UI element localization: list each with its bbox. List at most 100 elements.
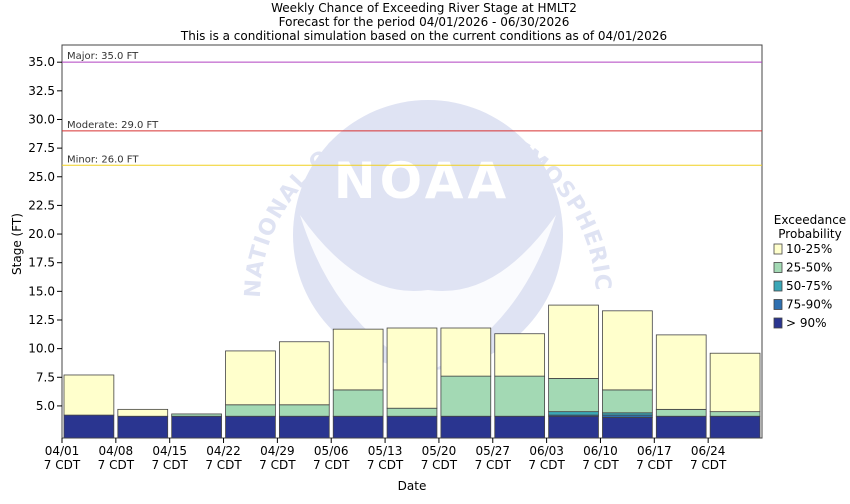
bar-segment-6-4 <box>386 327 438 409</box>
x-tick-sublabel-5: 7 CDT <box>313 458 350 472</box>
y-tick-label-12: 35.0 <box>28 55 55 69</box>
y-tick-label-0: 5.0 <box>36 399 55 413</box>
x-tick-sublabel-6: 7 CDT <box>367 458 404 472</box>
x-tick-label-9: 06/03 <box>529 444 564 458</box>
legend-label-3: 25-50% <box>786 261 832 275</box>
bar-segment-5-0 <box>332 415 384 439</box>
bar-segment-7-0 <box>440 415 492 439</box>
y-tick-label-2: 10.0 <box>28 342 55 356</box>
bar-segment-4-3 <box>278 404 330 417</box>
x-tick-sublabel-1: 7 CDT <box>98 458 135 472</box>
x-tick-sublabel-9: 7 CDT <box>528 458 565 472</box>
bar-segment-11-0 <box>655 415 707 439</box>
y-tick-label-4: 15.0 <box>28 284 55 298</box>
bar-segment-7-3 <box>440 375 492 417</box>
x-tick-sublabel-7: 7 CDT <box>421 458 458 472</box>
x-tick-sublabel-12: 7 CDT <box>690 458 727 472</box>
threshold-label-2: Minor: 26.0 FT <box>67 154 139 165</box>
x-axis-title: Date <box>398 479 427 493</box>
chart-title-line-2: Forecast for the period 04/01/2026 - 06/… <box>279 15 570 29</box>
y-axis: 5.0 7.5 10.0 12.5 15.0 17.5 20.0 22.5 25.0 27.5 30… <box>28 55 62 413</box>
legend-swatch-4 <box>773 243 783 255</box>
y-tick-label-3: 12.5 <box>28 313 55 327</box>
bar-segment-11-4 <box>655 334 707 410</box>
x-tick-sublabel-4: 7 CDT <box>259 458 296 472</box>
bar-segment-11-3 <box>655 408 707 417</box>
y-tick-label-1: 7.5 <box>36 370 55 384</box>
bar-segment-7-4 <box>440 327 492 377</box>
bar-segment-8-0 <box>494 415 546 439</box>
legend-swatch-0 <box>773 317 783 329</box>
x-tick-sublabel-2: 7 CDT <box>151 458 188 472</box>
bar-segment-0-4 <box>63 374 115 416</box>
legend-label-1: 75-90% <box>786 298 832 312</box>
bar-segment-8-4 <box>494 333 546 377</box>
bar-segment-12-3 <box>709 411 761 417</box>
x-tick-label-3: 04/22 <box>206 444 241 458</box>
bar-segment-3-3 <box>225 404 276 417</box>
bar-segment-2-0 <box>171 415 222 439</box>
x-tick-label-2: 04/15 <box>152 444 187 458</box>
y-axis-title: Stage (FT) <box>10 213 24 275</box>
x-tick-label-7: 05/20 <box>422 444 457 458</box>
threshold-lines: Major: 35.0 FT Moderate: 29.0 FT Minor: 26… <box>62 51 762 166</box>
x-tick-label-5: 05/06 <box>314 444 349 458</box>
watermark-logo-text: NOAA <box>334 152 510 210</box>
x-tick-label-1: 04/08 <box>99 444 134 458</box>
x-tick-sublabel-3: 7 CDT <box>205 458 242 472</box>
y-tick-label-10: 30.0 <box>28 112 55 126</box>
bar-segment-3-0 <box>225 415 276 439</box>
x-tick-label-4: 04/29 <box>260 444 295 458</box>
x-tick-sublabel-8: 7 CDT <box>475 458 512 472</box>
legend-title-line-1: Probability <box>778 227 841 241</box>
legend-title-line-0: Exceedance <box>774 213 846 227</box>
legend-swatch-3 <box>773 262 783 273</box>
bar-segment-10-0 <box>602 416 653 439</box>
x-tick-label-12: 06/24 <box>691 444 726 458</box>
x-tick-sublabel-11: 7 CDT <box>636 458 673 472</box>
bar-segment-2-3 <box>171 413 222 417</box>
bar-segment-9-2 <box>548 411 599 416</box>
bar-segment-0-0 <box>63 414 115 439</box>
bar-segment-6-0 <box>386 415 438 439</box>
bar-segment-4-0 <box>278 415 330 439</box>
bar-segment-3-4 <box>225 350 276 406</box>
bar-segment-9-0 <box>548 415 599 439</box>
chart-title-line-3: This is a conditional simulation based o… <box>180 29 667 43</box>
bar-segment-10-3 <box>602 389 653 414</box>
bar-segment-9-3 <box>548 378 599 413</box>
x-tick-label-10: 06/10 <box>583 444 618 458</box>
bar-segment-5-4 <box>332 328 384 391</box>
y-tick-label-11: 32.5 <box>28 84 55 98</box>
bar-segment-12-0 <box>709 415 761 439</box>
threshold-label-0: Major: 35.0 FT <box>67 51 139 62</box>
bar-segment-9-4 <box>548 304 599 379</box>
x-tick-label-0: 04/01 <box>45 444 80 458</box>
legend-swatch-1 <box>773 299 783 310</box>
legend-label-4: 10-25% <box>786 242 832 256</box>
x-tick-sublabel-10: 7 CDT <box>582 458 619 472</box>
bar-segment-5-3 <box>332 389 384 417</box>
bar-segment-8-3 <box>494 375 546 417</box>
y-tick-label-6: 20.0 <box>28 227 55 241</box>
bar-segment-4-4 <box>278 341 330 406</box>
x-tick-sublabel-0: 7 CDT <box>44 458 81 472</box>
bar-segment-12-4 <box>709 352 761 413</box>
y-tick-label-8: 25.0 <box>28 170 55 184</box>
legend-label-0: > 90% <box>786 316 827 330</box>
x-tick-label-8: 05/27 <box>475 444 510 458</box>
bar-segment-1-0 <box>117 415 169 439</box>
watermark-seagull <box>300 215 556 372</box>
legend-swatch-2 <box>773 280 783 292</box>
y-tick-label-5: 17.5 <box>28 256 55 270</box>
bars-group <box>63 304 761 439</box>
bar-segment-10-4 <box>602 310 653 391</box>
chart-title-line-1: Weekly Chance of Exceeding River Stage a… <box>271 1 577 15</box>
bar-segment-1-4 <box>117 408 169 417</box>
x-tick-label-11: 06/17 <box>637 444 672 458</box>
y-tick-label-9: 27.5 <box>28 141 55 155</box>
